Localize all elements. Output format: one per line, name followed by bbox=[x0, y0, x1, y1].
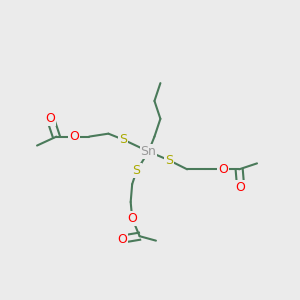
Text: O: O bbox=[69, 130, 79, 143]
Text: O: O bbox=[46, 112, 56, 125]
Text: O: O bbox=[117, 233, 127, 246]
Text: O: O bbox=[218, 163, 228, 176]
Text: S: S bbox=[133, 164, 141, 177]
Text: O: O bbox=[127, 212, 137, 225]
Text: S: S bbox=[119, 133, 127, 146]
Text: Sn: Sn bbox=[141, 145, 157, 158]
Text: O: O bbox=[236, 181, 246, 194]
Text: S: S bbox=[165, 154, 173, 167]
